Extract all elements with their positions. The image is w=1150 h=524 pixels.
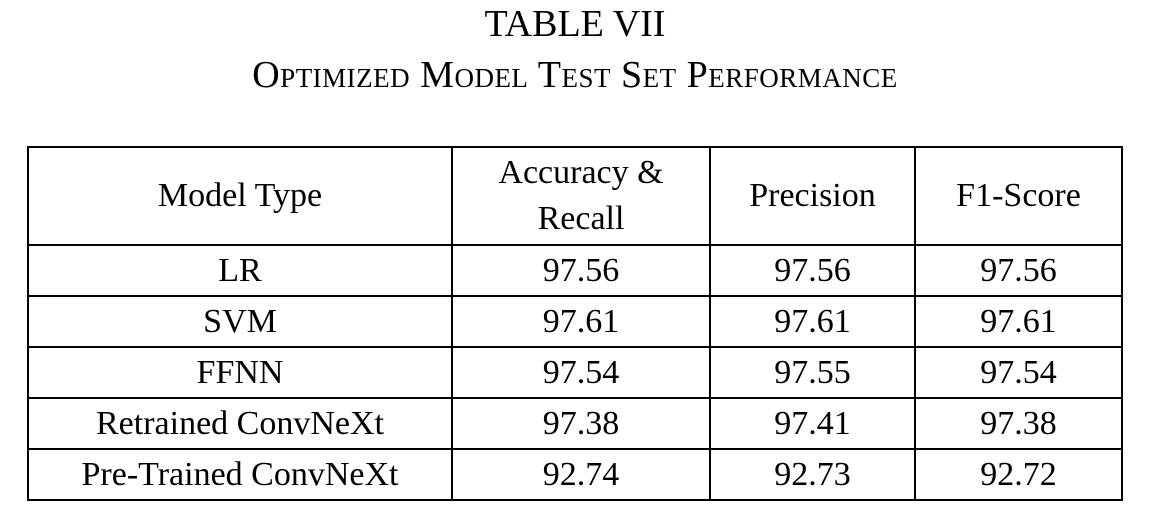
- header-accuracy-recall: Accuracy & Recall: [451, 146, 711, 246]
- accuracy-recall-cell: 97.61: [451, 295, 711, 348]
- model-name-cell: Retrained ConvNeXt: [27, 397, 453, 450]
- f1-score-cell: 97.56: [914, 244, 1123, 297]
- table-row: Pre-Trained ConvNeXt 92.74 92.73 92.72: [27, 448, 1123, 501]
- header-precision: Precision: [709, 146, 916, 246]
- precision-cell: 92.73: [709, 448, 916, 501]
- precision-cell: 97.56: [709, 244, 916, 297]
- table-row: Retrained ConvNeXt 97.38 97.41 97.38: [27, 397, 1123, 450]
- table-row: FFNN 97.54 97.55 97.54: [27, 346, 1123, 399]
- f1-score-cell: 97.61: [914, 295, 1123, 348]
- model-name-cell: FFNN: [27, 346, 453, 399]
- table-caption: Optimized Model Test Set Performance: [252, 54, 898, 96]
- table-body: LR 97.56 97.56 97.56 SVM 97.61 97.61 97.…: [27, 244, 1123, 501]
- header-row: Model Type Accuracy & Recall Precision F…: [27, 146, 1123, 246]
- accuracy-recall-cell: 97.54: [451, 346, 711, 399]
- accuracy-recall-cell: 92.74: [451, 448, 711, 501]
- table-row: SVM 97.61 97.61 97.61: [27, 295, 1123, 348]
- table-row: LR 97.56 97.56 97.56: [27, 244, 1123, 297]
- f1-score-cell: 97.54: [914, 346, 1123, 399]
- header-model-type: Model Type: [27, 146, 453, 246]
- f1-score-cell: 97.38: [914, 397, 1123, 450]
- precision-cell: 97.55: [709, 346, 916, 399]
- accuracy-recall-cell: 97.56: [451, 244, 711, 297]
- model-name-cell: SVM: [27, 295, 453, 348]
- model-name-cell: LR: [27, 244, 453, 297]
- table-header: Model Type Accuracy & Recall Precision F…: [27, 146, 1123, 246]
- results-table: Model Type Accuracy & Recall Precision F…: [27, 146, 1123, 501]
- precision-cell: 97.41: [709, 397, 916, 450]
- precision-cell: 97.61: [709, 295, 916, 348]
- header-f1-score: F1-Score: [914, 146, 1123, 246]
- f1-score-cell: 92.72: [914, 448, 1123, 501]
- model-name-cell: Pre-Trained ConvNeXt: [27, 448, 453, 501]
- table-number: TABLE VII: [484, 3, 666, 45]
- accuracy-recall-cell: 97.38: [451, 397, 711, 450]
